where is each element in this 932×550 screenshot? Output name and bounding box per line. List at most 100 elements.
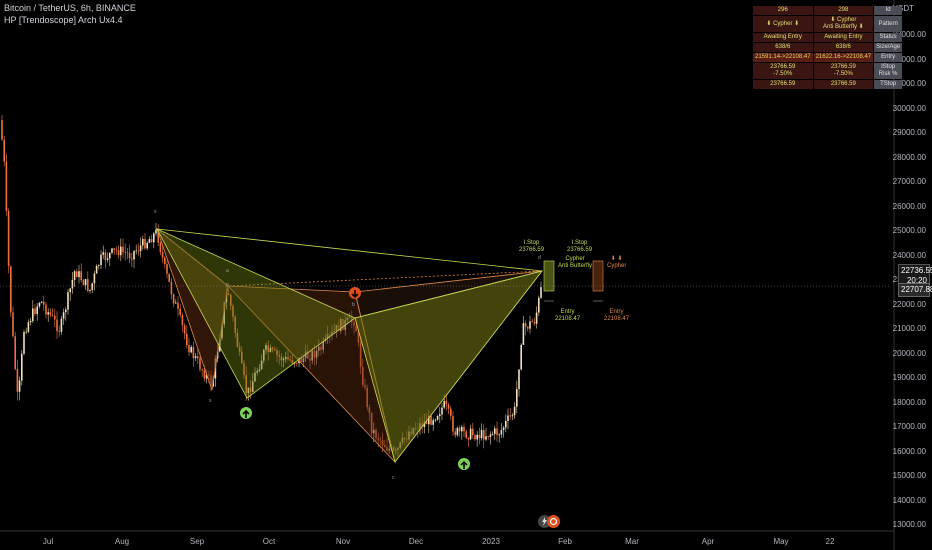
candle-body	[36, 306, 38, 314]
y-tick-label: 27000.00	[892, 177, 926, 186]
candle-body	[513, 406, 516, 416]
pattern-cell: 21591.14->22108.47	[753, 53, 813, 62]
candle-body	[291, 359, 294, 364]
candle-body	[115, 249, 118, 251]
candle-body	[161, 252, 164, 258]
symbol-title[interactable]: Bitcoin / TetherUS, 6h, BINANCE	[4, 3, 136, 13]
candle-body	[333, 331, 335, 332]
candle-body	[179, 308, 181, 315]
buy-signal-icon-2[interactable]	[458, 458, 470, 470]
candle-body	[487, 436, 489, 438]
green-pattern-xd	[156, 228, 543, 272]
y-tick-label: 22000.00	[892, 299, 926, 309]
candle-body	[509, 415, 511, 417]
candle-body	[205, 374, 208, 379]
candle-body	[76, 271, 78, 278]
candle-body	[111, 248, 113, 253]
candle-body	[98, 265, 100, 266]
candle-body	[142, 238, 144, 246]
candle-body	[441, 407, 443, 415]
candle-body	[428, 415, 430, 425]
candle-body	[491, 433, 494, 435]
candle-body	[203, 370, 206, 379]
x-tick-label: 22	[825, 537, 835, 546]
istop-text-2: I.Stop 23766.59	[567, 240, 593, 253]
candle-body	[16, 368, 19, 392]
candle-body	[100, 254, 102, 266]
candle-body	[238, 346, 241, 352]
candle-body	[106, 258, 109, 260]
candle-body	[282, 358, 285, 361]
candle-body	[368, 407, 371, 413]
candle-body	[483, 429, 485, 440]
candle-body	[443, 400, 445, 408]
candle-body	[322, 341, 324, 350]
candle-body	[117, 250, 120, 256]
entry-label-1: Entry 22108.47	[555, 309, 580, 323]
candle-body	[47, 312, 49, 315]
candle-body	[318, 346, 320, 351]
y-tick-label: 31000.00	[892, 79, 926, 88]
candle-body	[480, 429, 483, 439]
candle-body	[104, 252, 107, 260]
candle-body	[377, 437, 379, 440]
candle-body	[135, 250, 137, 252]
reference-price-tag: 22707.88	[898, 283, 932, 297]
x-tick-label: Aug	[114, 537, 130, 546]
candle-body	[247, 387, 250, 394]
candle-body	[181, 314, 184, 326]
currency-unit: USDT	[892, 4, 914, 13]
candle-body	[166, 264, 168, 274]
candle-body	[425, 421, 428, 425]
candle-body	[45, 304, 47, 315]
entry-text-2: Entry 22108.47	[604, 309, 630, 322]
candle-body	[232, 305, 234, 317]
pattern-header-cell: TStop	[874, 80, 903, 89]
pattern-cell: ⬇ Cypher ⬇	[753, 16, 813, 32]
candle-body	[465, 431, 467, 438]
x-tick-label: Apr	[701, 537, 715, 546]
indicator-title[interactable]: HP [Trendoscope] Arch Ux4.4	[4, 15, 123, 25]
orange-pattern-xd	[156, 228, 543, 287]
candle-body	[241, 351, 243, 364]
candle-body	[124, 252, 126, 253]
y-tick-label: 21000.00	[892, 324, 926, 333]
y-tick-label: 26000.00	[892, 201, 926, 211]
candle-body	[109, 252, 111, 259]
candle-body	[329, 334, 331, 336]
candle-body	[5, 161, 8, 211]
candle-body	[472, 428, 474, 436]
candle-body	[388, 448, 390, 451]
candle-body	[183, 325, 186, 334]
candle-body	[379, 439, 382, 441]
y-tick-label: 32000.00	[892, 54, 926, 64]
pattern-table-row: 296 298 Id	[753, 6, 903, 15]
candle-body	[454, 431, 456, 436]
y-tick-label: 33000.00	[892, 30, 926, 39]
buy-signal-icon[interactable]	[240, 407, 252, 419]
candle-body	[159, 242, 162, 253]
y-tick-label: 18000.00	[892, 397, 926, 407]
candle-body	[271, 347, 274, 350]
pattern-cell: 298	[813, 6, 874, 15]
sell-signal-icon[interactable]	[349, 287, 361, 299]
candle-body	[254, 372, 256, 382]
entry-text-1: Entry 22108.47	[555, 309, 581, 322]
candle-body	[452, 416, 454, 432]
pattern-table-row: 638/6 638/6 Size/Age	[753, 43, 903, 52]
candle-body	[234, 316, 236, 333]
candle-countdown: 20:20	[906, 276, 927, 285]
event-flag-icon[interactable]	[547, 515, 560, 528]
candle-body	[236, 332, 239, 347]
candle-body	[370, 412, 373, 434]
candle-body	[190, 346, 192, 353]
candle-body	[447, 404, 450, 409]
x-tick-label: Oct	[262, 537, 276, 546]
candle-body	[533, 322, 536, 324]
candle-body	[386, 447, 388, 451]
candle-body	[326, 334, 329, 339]
candle-body	[192, 346, 195, 359]
pattern-cell: 21622.16->22108.47	[813, 53, 874, 62]
candle-body	[516, 389, 518, 407]
